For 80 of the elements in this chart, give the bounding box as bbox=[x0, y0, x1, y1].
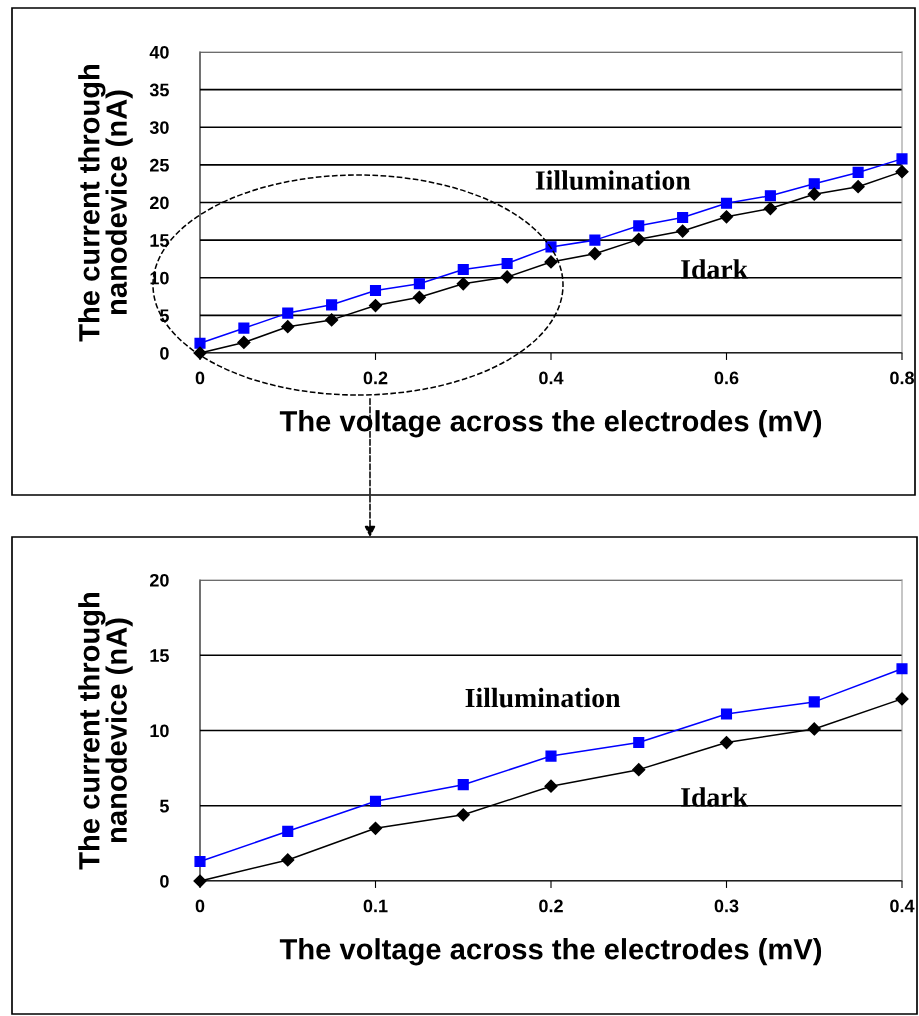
x-tick-label: 0.4 bbox=[890, 899, 915, 913]
point bbox=[632, 763, 646, 777]
y-tick-label: 0 bbox=[160, 874, 169, 888]
point bbox=[851, 180, 865, 194]
point bbox=[326, 299, 338, 311]
point bbox=[325, 313, 339, 327]
y-tick-label: 20 bbox=[149, 573, 169, 587]
y-tick-label: 15 bbox=[150, 649, 169, 662]
point bbox=[763, 201, 777, 216]
point bbox=[807, 722, 821, 736]
point bbox=[456, 277, 470, 291]
point bbox=[808, 696, 820, 708]
point bbox=[500, 270, 514, 284]
x-tick-label: 0.4 bbox=[539, 371, 564, 385]
point bbox=[501, 257, 513, 270]
point bbox=[807, 187, 821, 201]
y-tick-label: 10 bbox=[150, 724, 169, 738]
x-tick-label: 0.1 bbox=[363, 899, 388, 913]
point bbox=[194, 337, 206, 349]
point bbox=[720, 708, 733, 720]
point bbox=[457, 263, 469, 276]
point bbox=[632, 232, 646, 246]
x-tick-label: 0.3 bbox=[714, 899, 739, 913]
point bbox=[588, 247, 602, 261]
y-tick-label: 0 bbox=[160, 346, 169, 360]
point bbox=[282, 825, 294, 837]
series-label: Iillumination bbox=[465, 687, 621, 708]
point bbox=[719, 735, 734, 750]
point bbox=[544, 255, 558, 269]
point bbox=[281, 853, 295, 867]
point bbox=[633, 220, 645, 232]
y-tick-label: 20 bbox=[149, 196, 169, 210]
point bbox=[896, 153, 908, 165]
point bbox=[238, 322, 250, 334]
point bbox=[281, 320, 295, 334]
point bbox=[720, 197, 733, 209]
point bbox=[633, 736, 645, 749]
point bbox=[895, 692, 909, 706]
y-tick-label: 10 bbox=[150, 271, 169, 285]
point bbox=[368, 821, 383, 835]
point bbox=[545, 750, 557, 762]
x-axis-title: The voltage across the electrodes (mV) bbox=[279, 938, 822, 966]
point bbox=[719, 210, 734, 224]
point bbox=[589, 234, 601, 246]
y-tick-label: 30 bbox=[149, 121, 169, 134]
point bbox=[282, 307, 294, 319]
point bbox=[895, 165, 909, 179]
x-tick-label: 0.6 bbox=[714, 371, 739, 385]
point bbox=[412, 290, 426, 304]
y-tick-label: 5 bbox=[159, 799, 169, 813]
point bbox=[194, 855, 206, 867]
x-tick-label: 0 bbox=[195, 899, 205, 913]
point bbox=[764, 190, 776, 202]
y-tick-label: 5 bbox=[159, 309, 169, 323]
point bbox=[808, 178, 820, 190]
x-tick-label: 0.2 bbox=[363, 371, 388, 385]
y-axis-title: The current through nanodevice (nA) bbox=[78, 592, 133, 870]
point bbox=[369, 795, 382, 807]
point bbox=[852, 166, 864, 178]
point bbox=[896, 663, 908, 675]
point bbox=[456, 808, 470, 822]
y-axis-title: The current through nanodevice (nA) bbox=[78, 64, 133, 342]
x-tick-label: 0.2 bbox=[539, 899, 563, 913]
point bbox=[676, 224, 690, 238]
y-tick-label: 15 bbox=[150, 234, 169, 247]
point bbox=[457, 779, 469, 791]
x-axis-title: The voltage across the electrodes (mV) bbox=[279, 410, 822, 438]
point bbox=[237, 335, 251, 350]
point bbox=[369, 284, 382, 297]
y-tick-label: 40 bbox=[149, 45, 169, 59]
point bbox=[193, 874, 207, 888]
point bbox=[368, 299, 383, 313]
y-tick-label: 35 bbox=[149, 83, 169, 97]
y-tick-label: 25 bbox=[149, 158, 169, 172]
x-tick-label: 0 bbox=[195, 371, 205, 385]
point bbox=[677, 211, 689, 224]
x-tick-label: 0.8 bbox=[890, 371, 914, 385]
series-label: Iillumination bbox=[535, 170, 691, 190]
point bbox=[544, 779, 558, 793]
point bbox=[413, 278, 425, 290]
